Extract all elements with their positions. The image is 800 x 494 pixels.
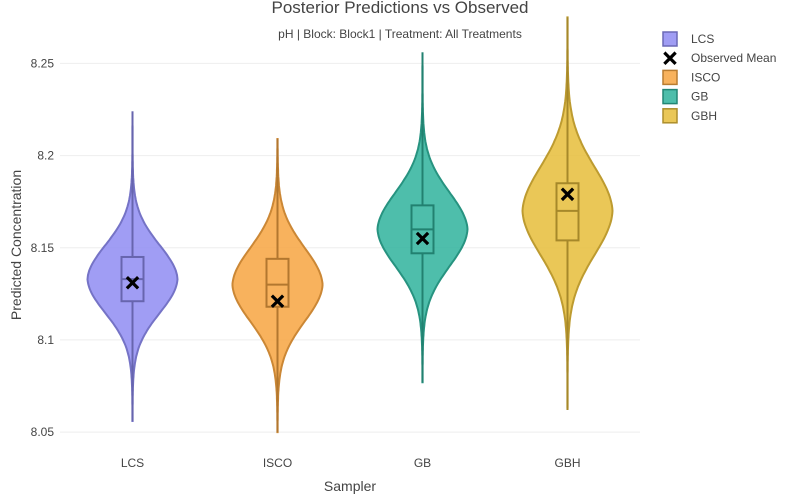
- legend-item: ISCO: [662, 69, 720, 86]
- legend-swatch: [662, 31, 678, 47]
- x-tick-label: GB: [414, 456, 431, 470]
- violins: [86, 16, 614, 434]
- legend: LCS Observed Mean ISCO GB GBH: [662, 31, 776, 124]
- legend-label: ISCO: [691, 70, 720, 84]
- violin-isco: [231, 138, 324, 434]
- x-axis-title: Sampler: [324, 478, 376, 494]
- legend-label: Observed Mean: [691, 51, 776, 65]
- y-tick-label: 8.05: [31, 425, 55, 439]
- legend-swatch: [662, 108, 678, 124]
- legend-label: GB: [691, 90, 708, 104]
- violin-gb: [376, 52, 469, 384]
- box-iqr: [265, 257, 290, 308]
- observed-mean-marker: [560, 187, 575, 202]
- legend-swatch: [662, 69, 678, 86]
- y-tick-label: 8.25: [31, 56, 55, 70]
- legend-label: LCS: [691, 32, 714, 46]
- legend-item: Observed Mean: [663, 51, 776, 65]
- x-axis-ticks: LCS ISCO GB GBH: [121, 456, 581, 470]
- observed-mean-marker: [415, 231, 430, 246]
- chart-subtitle: pH | Block: Block1 | Treatment: All Trea…: [278, 27, 522, 41]
- chart-title: Posterior Predictions vs Observed: [272, 0, 529, 17]
- y-tick-label: 8.15: [31, 241, 55, 255]
- y-tick-label: 8.1: [37, 333, 54, 347]
- legend-label: GBH: [691, 109, 717, 123]
- legend-item: GB: [662, 88, 708, 105]
- violin-lcs: [86, 111, 179, 422]
- x-tick-label: GBH: [554, 456, 580, 470]
- observed-mean-marker: [270, 294, 285, 308]
- y-axis-title: Predicted Concentration: [8, 170, 24, 320]
- violin-gbh: [521, 16, 614, 411]
- y-tick-label: 8.2: [37, 149, 54, 163]
- legend-marker: [663, 51, 677, 65]
- x-tick-label: LCS: [121, 456, 144, 470]
- legend-item: LCS: [662, 31, 714, 47]
- legend-item: GBH: [662, 108, 717, 124]
- observed-mean-marker: [125, 276, 140, 290]
- y-axis-ticks: 8.05 8.1 8.15 8.2 8.25: [31, 56, 55, 439]
- x-tick-label: ISCO: [263, 456, 292, 470]
- legend-swatch: [662, 88, 678, 105]
